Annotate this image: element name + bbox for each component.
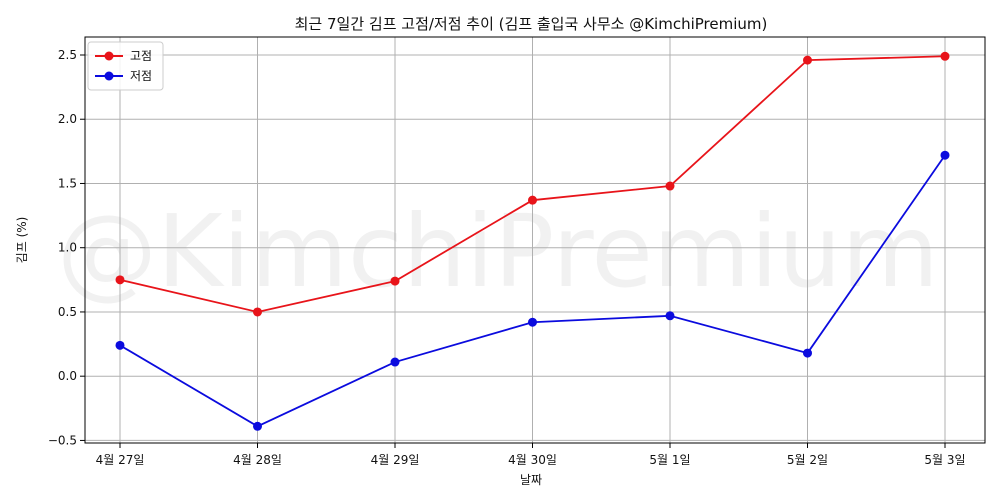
y-axis-label: 김프 (%) — [15, 217, 29, 264]
data-point-high — [665, 181, 675, 191]
x-tick-label: 4월 29일 — [371, 453, 420, 467]
series-layer — [115, 51, 950, 431]
data-point-low — [803, 348, 812, 358]
chart-title: 최근 7일간 김프 고점/저점 추이 (김프 출입국 사무소 @KimchiPr… — [295, 15, 768, 33]
legend-marker-high — [104, 51, 114, 61]
y-tick-label: 0.5 — [58, 305, 77, 319]
x-axis-label: 날짜 — [520, 473, 542, 487]
data-point-low — [940, 150, 950, 160]
y-tick-label: 2.0 — [58, 112, 77, 126]
x-tick-label: 4월 27일 — [96, 453, 145, 467]
data-point-low — [253, 421, 262, 431]
data-point-high — [803, 55, 812, 65]
tick-layer: 4월 27일 4월 28일 4월 29일 4월 30일 5월 1일 5월 2일 5월 3일 −… — [48, 48, 966, 467]
data-point-high — [940, 51, 950, 61]
data-point-high — [528, 195, 537, 205]
x-tick-label: 5월 2일 — [787, 453, 828, 467]
y-tick-label: 1.5 — [58, 176, 77, 190]
y-tick-label: −0.5 — [48, 433, 77, 447]
legend-label-low: 저점 — [130, 69, 152, 83]
legend-marker-low — [104, 71, 114, 81]
data-point-high — [390, 276, 400, 286]
data-point-high — [253, 307, 262, 317]
data-point-low — [665, 311, 675, 321]
y-tick-label: 1.0 — [58, 241, 77, 255]
y-tick-label: 2.5 — [58, 48, 77, 62]
plot-frame — [84, 36, 986, 444]
x-tick-label: 5월 3일 — [924, 453, 965, 467]
legend-label-high: 고점 — [130, 49, 152, 63]
x-tick-label: 4월 30일 — [508, 453, 557, 467]
data-point-high — [115, 275, 125, 285]
watermark: @KimchiPremium — [57, 193, 939, 310]
x-tick-label: 5월 1일 — [649, 453, 690, 467]
x-tick-label: 4월 28일 — [233, 453, 282, 467]
legend: 고점 저점 — [87, 41, 164, 91]
data-point-low — [390, 357, 400, 367]
data-point-low — [115, 340, 125, 350]
data-point-low — [528, 317, 537, 327]
y-tick-label: 0.0 — [58, 369, 77, 383]
